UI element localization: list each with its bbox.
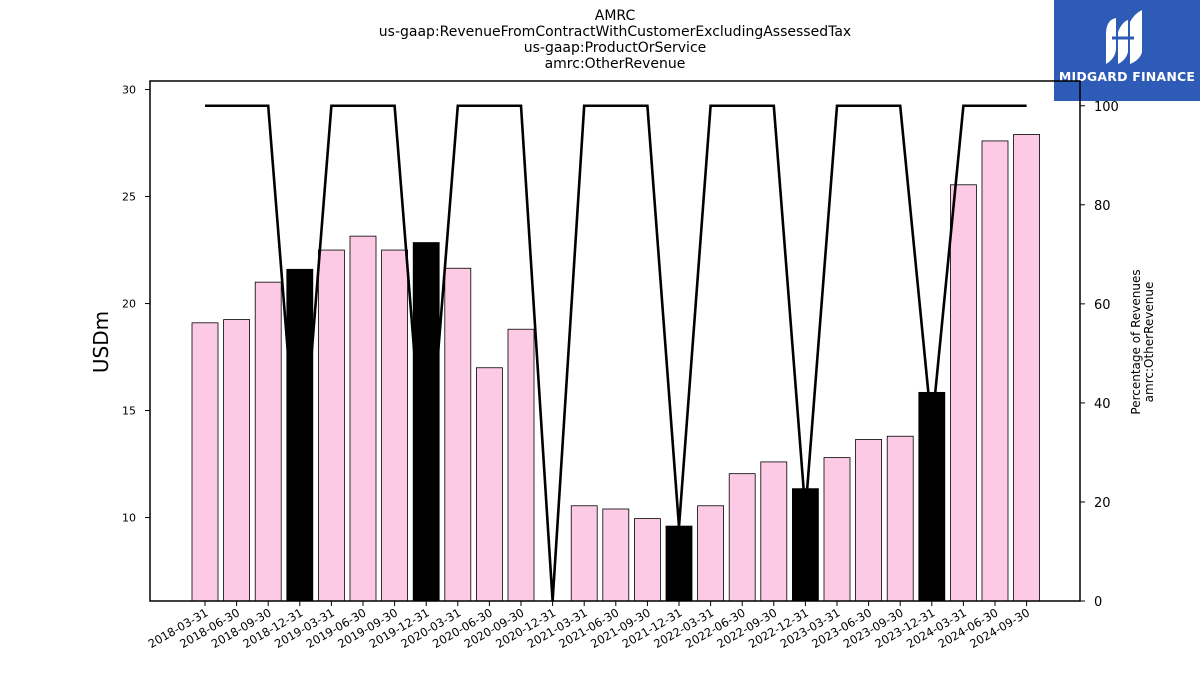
bar-2021-09-30 (634, 518, 661, 602)
bar-2023-06-30 (855, 439, 882, 602)
chart-title-line-1: AMRC (594, 8, 636, 24)
bar-2022-06-30 (728, 473, 756, 602)
bar-2018-06-30 (223, 319, 251, 602)
percentage-line (205, 104, 1027, 602)
chart-title-line-3: us-gaap:ProductOrService (523, 40, 707, 56)
bar-2020-09-30 (507, 328, 535, 602)
y2-tick-label-60: 60 (1094, 298, 1111, 313)
y-tick-label-25: 25 (122, 191, 136, 204)
bar-2024-06-30 (981, 140, 1009, 602)
bar-2022-03-31 (697, 505, 724, 602)
y2-tick-label-20: 20 (1094, 496, 1111, 511)
y2-tick-label-80: 80 (1094, 199, 1111, 214)
bar-2020-03-31 (444, 267, 472, 602)
bar-2020-06-30 (475, 367, 503, 602)
bar-2019-06-30 (349, 235, 377, 602)
y2-tick-label-100: 100 (1094, 100, 1119, 115)
midgard-finance-logo: MIDGARD FINANCE (1054, 0, 1200, 101)
bar-2019-09-30 (381, 249, 409, 602)
y-tick-label-30: 30 (122, 84, 136, 97)
y2-tick-label-40: 40 (1094, 397, 1111, 412)
chart-title-line-2: us-gaap:RevenueFromContractWithCustomerE… (378, 24, 852, 40)
bar-2021-12-31 (665, 525, 693, 602)
bar-2023-09-30 (886, 435, 914, 602)
midgard-logo-icon (1106, 10, 1142, 64)
y-tick-label-10: 10 (122, 512, 136, 525)
y-tick-label-20: 20 (122, 298, 136, 311)
logo-text: MIDGARD FINANCE (1058, 69, 1196, 84)
y2-tick-label-0: 0 (1094, 595, 1102, 610)
plot-frame (149, 80, 1081, 602)
bar-2024-09-30 (1013, 134, 1040, 602)
bar-2023-03-31 (823, 457, 851, 602)
bar-2019-03-31 (317, 249, 345, 602)
y-tick-label-15: 15 (122, 405, 136, 418)
bar-2018-03-31 (191, 322, 219, 602)
bar-2018-12-31 (286, 268, 314, 602)
bar-2022-09-30 (760, 461, 788, 602)
bar-2024-03-31 (950, 184, 977, 602)
bar-2018-09-30 (254, 281, 282, 602)
bar-2021-06-30 (602, 508, 630, 602)
bar-2019-12-31 (412, 242, 440, 602)
chart-title-line-4: amrc:OtherRevenue (544, 56, 686, 72)
bar-2021-03-31 (570, 505, 598, 602)
